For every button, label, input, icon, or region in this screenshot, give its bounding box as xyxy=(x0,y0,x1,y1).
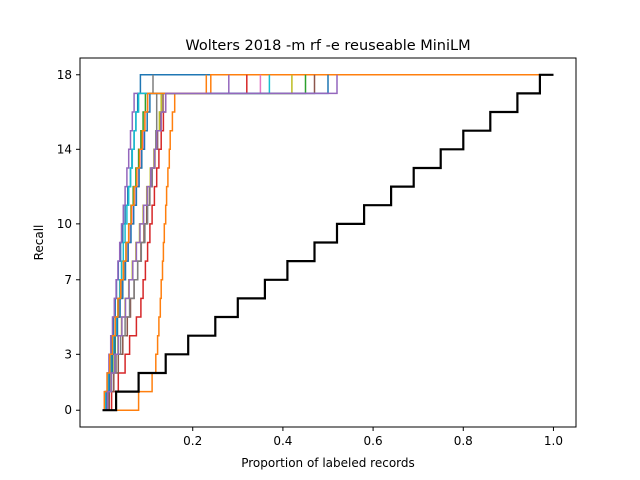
random-baseline-series xyxy=(102,73,554,412)
plot-area xyxy=(102,73,554,412)
simulation-series-13 xyxy=(102,74,338,411)
y-tick-label: 7 xyxy=(64,273,72,287)
x-tick-label: 0.4 xyxy=(273,434,292,448)
y-axis-label: Recall xyxy=(32,225,46,261)
x-axis-label: Proportion of labeled records xyxy=(241,456,415,470)
y-tick-label: 3 xyxy=(64,347,72,361)
x-axis-ticks: 0.2 0.4 0.6 0.8 1.0 xyxy=(183,427,563,448)
x-tick-label: 0.6 xyxy=(364,434,383,448)
simulation-series-2 xyxy=(102,74,554,411)
y-tick-label: 18 xyxy=(57,68,72,82)
y-axis-ticks: 0 3 7 10 14 18 xyxy=(57,68,80,417)
plot-frame xyxy=(79,57,577,428)
x-tick-label: 0.2 xyxy=(183,434,202,448)
simulation-series-8 xyxy=(102,74,158,411)
y-tick-label: 10 xyxy=(57,217,72,231)
y-tick-label: 14 xyxy=(57,142,72,156)
x-tick-label: 1.0 xyxy=(544,434,563,448)
simulation-series-5 xyxy=(102,74,230,411)
chart-title: Wolters 2018 -m rf -e reuseable MiniLM xyxy=(185,38,470,54)
x-tick-label: 0.8 xyxy=(454,434,473,448)
simulation-series-12 xyxy=(102,74,208,411)
y-tick-label: 0 xyxy=(64,403,72,417)
